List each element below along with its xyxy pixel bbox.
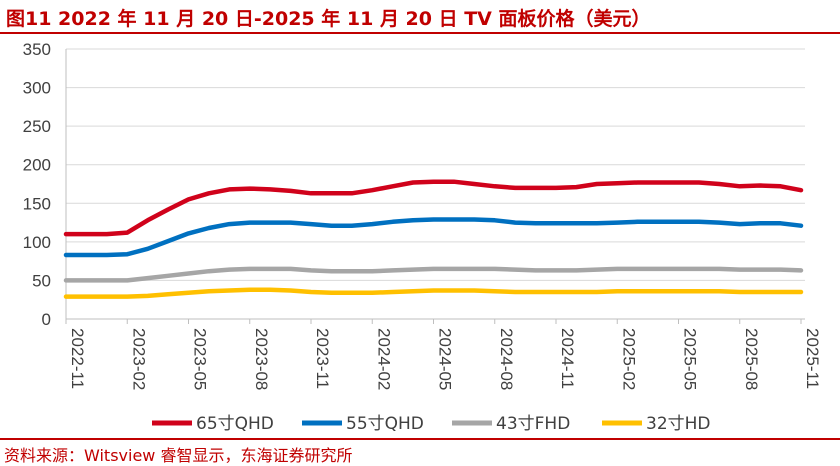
y-tick-label: 150 bbox=[23, 194, 51, 213]
x-tick-label: 2023-02 bbox=[129, 328, 148, 390]
series-layer bbox=[63, 179, 804, 299]
y-tick-label: 250 bbox=[23, 117, 51, 136]
y-tick-label: 0 bbox=[42, 310, 51, 329]
y-tick-label: 50 bbox=[32, 271, 51, 290]
x-tick-label: 2022-11 bbox=[68, 328, 87, 389]
chart-title: 图11 2022 年 11 月 20 日-2025 年 11 月 20 日 TV… bbox=[6, 8, 651, 30]
x-tick-label: 2025-05 bbox=[681, 328, 700, 390]
y-tick-label: 350 bbox=[23, 40, 51, 59]
y-tick-label: 200 bbox=[23, 156, 51, 175]
title-divider bbox=[0, 32, 840, 34]
footer-divider bbox=[0, 438, 840, 440]
series-line-3 bbox=[63, 266, 804, 283]
legend-label: 55寸QHD bbox=[346, 414, 424, 434]
x-tick-label: 2025-11 bbox=[803, 328, 822, 389]
grid-layer bbox=[66, 48, 805, 281]
y-tick-label: 100 bbox=[23, 233, 51, 252]
line-chart: 0 50 100 150 200 250 300 350 2022-11 2023-02 2023-… bbox=[23, 40, 822, 434]
x-tick-label: 2023-08 bbox=[252, 328, 271, 390]
x-tick-label: 2024-11 bbox=[558, 328, 577, 389]
x-tick-label: 2023-05 bbox=[191, 328, 210, 390]
x-tick-label: 2023-11 bbox=[313, 328, 332, 389]
x-tick-label: 2025-02 bbox=[619, 328, 638, 390]
series-line-2 bbox=[63, 217, 804, 258]
legend-label: 65寸QHD bbox=[196, 414, 274, 434]
x-tick-label: 2025-08 bbox=[742, 328, 761, 390]
legend-label: 43寸FHD bbox=[496, 414, 570, 434]
source-note: 资料来源：Witsview 睿智显示，东海证券研究所 bbox=[4, 446, 353, 465]
legend: 65寸QHD 55寸QHD 43寸FHD 32寸HD bbox=[152, 414, 711, 434]
legend-label: 32寸HD bbox=[646, 414, 711, 434]
series-line-4 bbox=[63, 287, 804, 299]
y-tick-label: 300 bbox=[23, 79, 51, 98]
series-line-1 bbox=[63, 179, 804, 237]
x-tick-label: 2024-08 bbox=[497, 328, 516, 390]
axis-layer: 0 50 100 150 200 250 300 350 2022-11 2023-02 2023-… bbox=[23, 40, 822, 390]
x-tick-label: 2024-02 bbox=[374, 328, 393, 390]
x-tick-label: 2024-05 bbox=[436, 328, 455, 390]
